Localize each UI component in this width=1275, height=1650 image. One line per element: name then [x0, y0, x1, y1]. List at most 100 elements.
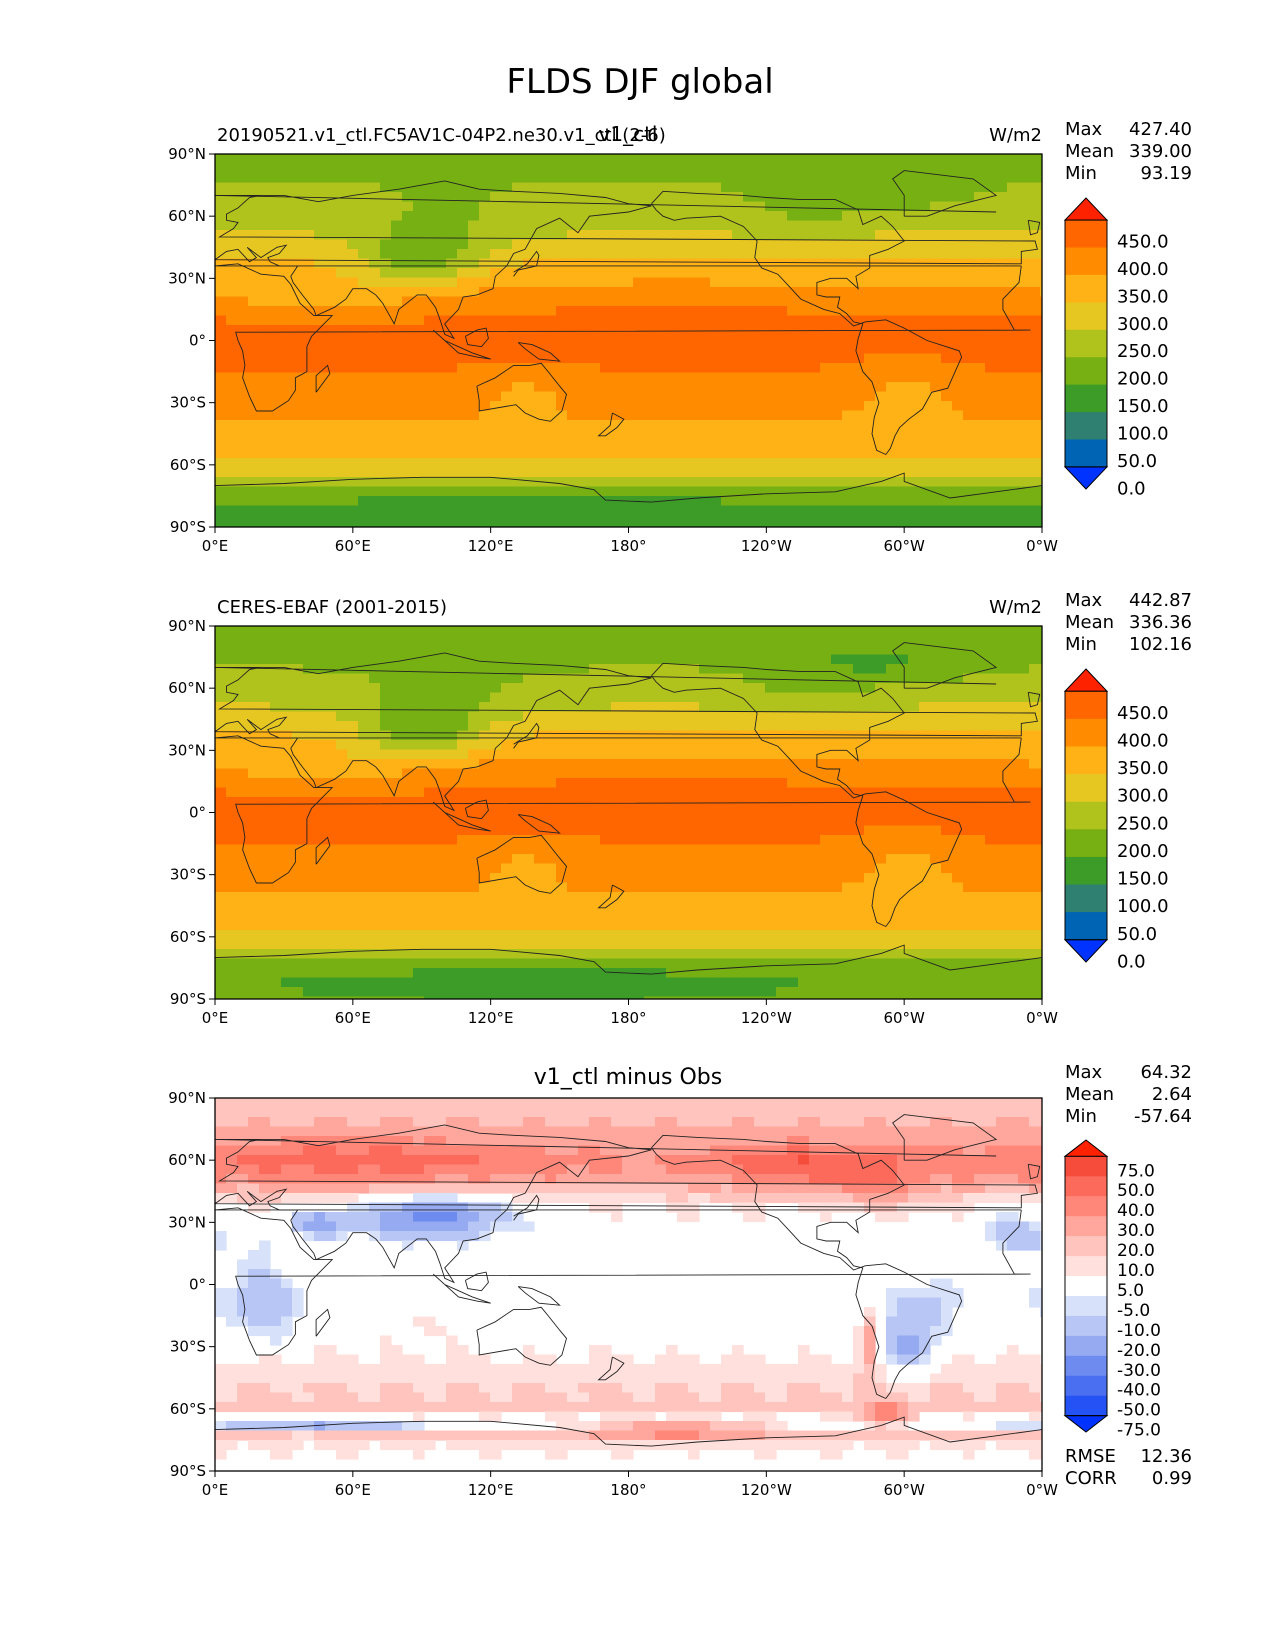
- field-cell: [215, 664, 304, 675]
- field-cell: [380, 1440, 436, 1451]
- field-cell: [402, 1421, 425, 1432]
- field-cell: [996, 1354, 1041, 1365]
- field-cell: [215, 334, 1042, 345]
- field-cell: [237, 1297, 293, 1308]
- field-cell: [446, 1383, 480, 1394]
- field-cell: [369, 1145, 403, 1156]
- colorbar-tick-label: 250.0: [1117, 813, 1169, 834]
- field-cell: [655, 1383, 689, 1394]
- field-cell: [765, 683, 876, 694]
- field-cell: [237, 1392, 293, 1403]
- field-cell: [413, 968, 667, 979]
- field-cell: [358, 1392, 381, 1403]
- field-cell: [721, 182, 1008, 193]
- coastline: [513, 250, 540, 277]
- field-cell: [886, 1421, 909, 1432]
- coastline: [513, 722, 540, 749]
- field-cell: [226, 787, 425, 798]
- field-cell: [215, 439, 1042, 450]
- coastlines: [215, 170, 1042, 503]
- field-cell: [985, 1231, 997, 1242]
- field-cell: [589, 1164, 623, 1175]
- stat-value: 12.36: [1140, 1446, 1192, 1467]
- field-cell: [215, 515, 1042, 526]
- field-cell: [952, 1183, 986, 1194]
- field-cell: [215, 1297, 238, 1308]
- field-cell: [611, 702, 700, 713]
- field-cell: [666, 968, 1042, 979]
- colorbar-tick-label: 50.0: [1117, 1181, 1155, 1201]
- field-cell: [479, 702, 612, 713]
- field-cell: [996, 1240, 1008, 1251]
- field-cell: [479, 1117, 524, 1128]
- coastline: [432, 1273, 491, 1304]
- colorbar-segment: [1065, 302, 1107, 331]
- field-cell: [479, 287, 1041, 298]
- colorbar-extend-max: [1063, 197, 1109, 221]
- field-cell: [303, 1231, 315, 1242]
- field-cell: [270, 1449, 293, 1460]
- colorbar-segment: [1065, 220, 1107, 248]
- field-cell: [875, 1411, 898, 1422]
- colorbar-tick-label: 200.0: [1117, 841, 1169, 862]
- stat-value: 64.32: [1140, 1062, 1192, 1083]
- field-cell: [941, 391, 1042, 402]
- field-cell: [380, 239, 469, 250]
- stat-value: 2.64: [1152, 1084, 1192, 1105]
- panel-title-center: v1_ctl minus Obs: [534, 1065, 722, 1090]
- coastline: [315, 364, 331, 393]
- colorbar-labels: 450.0 400.0 350.0 300.0 250.0 200.0 150.…: [1117, 232, 1169, 500]
- field-cell: [490, 1392, 513, 1403]
- field-cell: [215, 230, 315, 241]
- field-cell: [721, 1354, 766, 1365]
- field-cell: [798, 1345, 810, 1356]
- field-cell: [985, 1183, 1030, 1194]
- field-cell: [215, 645, 1042, 656]
- field-cell: [1018, 1174, 1042, 1185]
- field-cell: [886, 664, 1030, 675]
- colorbar-labels: 450.0 400.0 350.0 300.0 250.0 200.0 150.…: [1117, 703, 1169, 973]
- field-cell: [215, 626, 1042, 637]
- field-cell: [215, 1126, 1042, 1137]
- field-cell: [402, 1145, 546, 1156]
- field-cell: [534, 854, 887, 865]
- y-tick-label: 30°N: [168, 269, 206, 287]
- field-cell: [886, 1117, 931, 1128]
- map-field: [215, 1098, 1042, 1471]
- field-cell: [468, 220, 1042, 231]
- field-cell: [215, 882, 480, 893]
- coastline: [215, 180, 1038, 340]
- field-cell: [446, 1392, 491, 1403]
- field-cell: [1029, 1221, 1041, 1232]
- field-cell: [215, 854, 513, 865]
- field-cell: [248, 296, 403, 307]
- field-cell: [985, 363, 1042, 374]
- field-cell: [963, 410, 1042, 421]
- colorbar-segment: [1065, 1296, 1107, 1317]
- field-cell: [215, 154, 1042, 165]
- field-cell: [237, 1278, 249, 1289]
- field-cell: [622, 1383, 656, 1394]
- field-cell: [215, 496, 359, 507]
- field-cell: [215, 410, 480, 421]
- field-cell: [842, 410, 964, 421]
- field-cell: [413, 1411, 425, 1422]
- field-cell: [215, 949, 1042, 960]
- stat-label: CORR: [1065, 1468, 1117, 1489]
- coastline: [892, 170, 998, 217]
- field-cell: [622, 1164, 667, 1175]
- colorbar-tick-label: -75.0: [1117, 1421, 1161, 1441]
- field-cell: [479, 1212, 513, 1223]
- field-cell: [380, 1164, 425, 1175]
- stat-label: Max: [1065, 119, 1103, 140]
- stat-label: RMSE: [1065, 1446, 1116, 1467]
- field-cell: [732, 230, 876, 241]
- x-tick-label: 120°E: [468, 1481, 514, 1499]
- stat-value: 102.16: [1129, 634, 1192, 655]
- colorbar-tick-label: -30.0: [1117, 1361, 1161, 1381]
- y-axis: 90°N 60°N 30°N 0° 30°S 60°S 90°S: [168, 145, 215, 536]
- colorbar-frame: [1064, 1155, 1108, 1417]
- colorbar-segment: [1065, 1176, 1107, 1197]
- stat-label: Mean: [1065, 1084, 1114, 1105]
- colorbar-tick-label: 0.0: [1117, 478, 1146, 499]
